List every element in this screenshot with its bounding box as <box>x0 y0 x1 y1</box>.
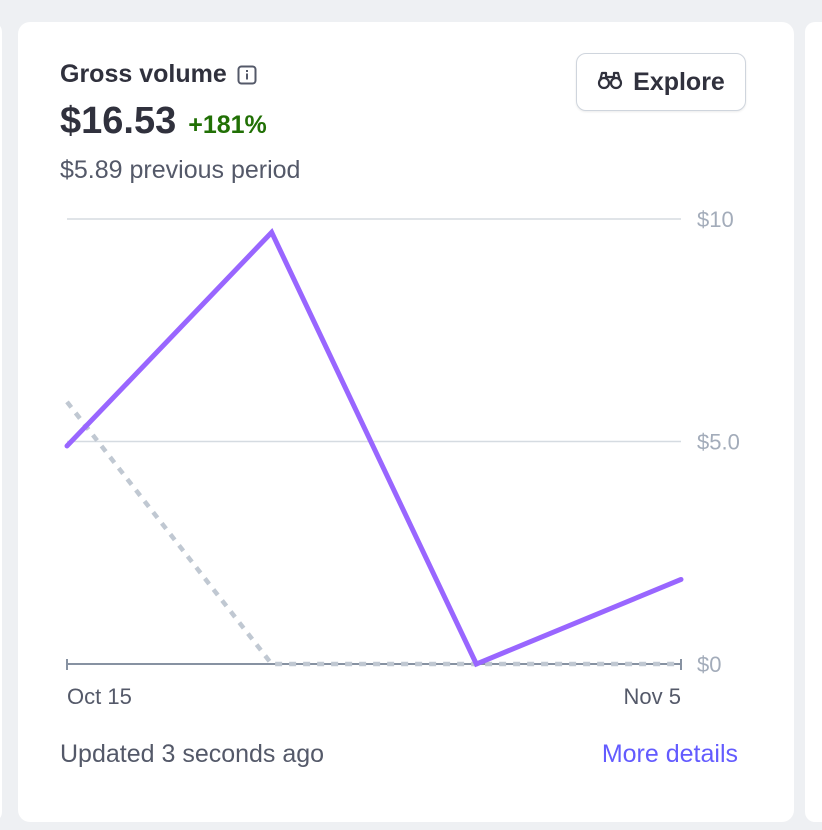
more-details-link[interactable]: More details <box>601 740 738 768</box>
change-percent: +181% <box>188 111 267 139</box>
adjacent-card-right <box>805 22 822 822</box>
info-icon[interactable] <box>237 65 257 85</box>
gross-volume-card: Gross volume $16.53 +181% $5.89 previous… <box>18 22 794 822</box>
card-title: Gross volume <box>60 60 227 88</box>
explore-label: Explore <box>633 67 725 96</box>
previous-period-value: $5.89 previous period <box>60 156 301 184</box>
gross-volume-value: $16.53 <box>60 100 177 142</box>
title-row: Gross volume <box>60 60 257 89</box>
value-row: $16.53 +181% <box>60 100 267 143</box>
adjacent-card-left <box>0 22 2 822</box>
explore-button[interactable]: Explore <box>576 53 746 111</box>
updated-text: Updated 3 seconds ago <box>60 740 325 768</box>
binoculars-icon <box>597 69 623 96</box>
